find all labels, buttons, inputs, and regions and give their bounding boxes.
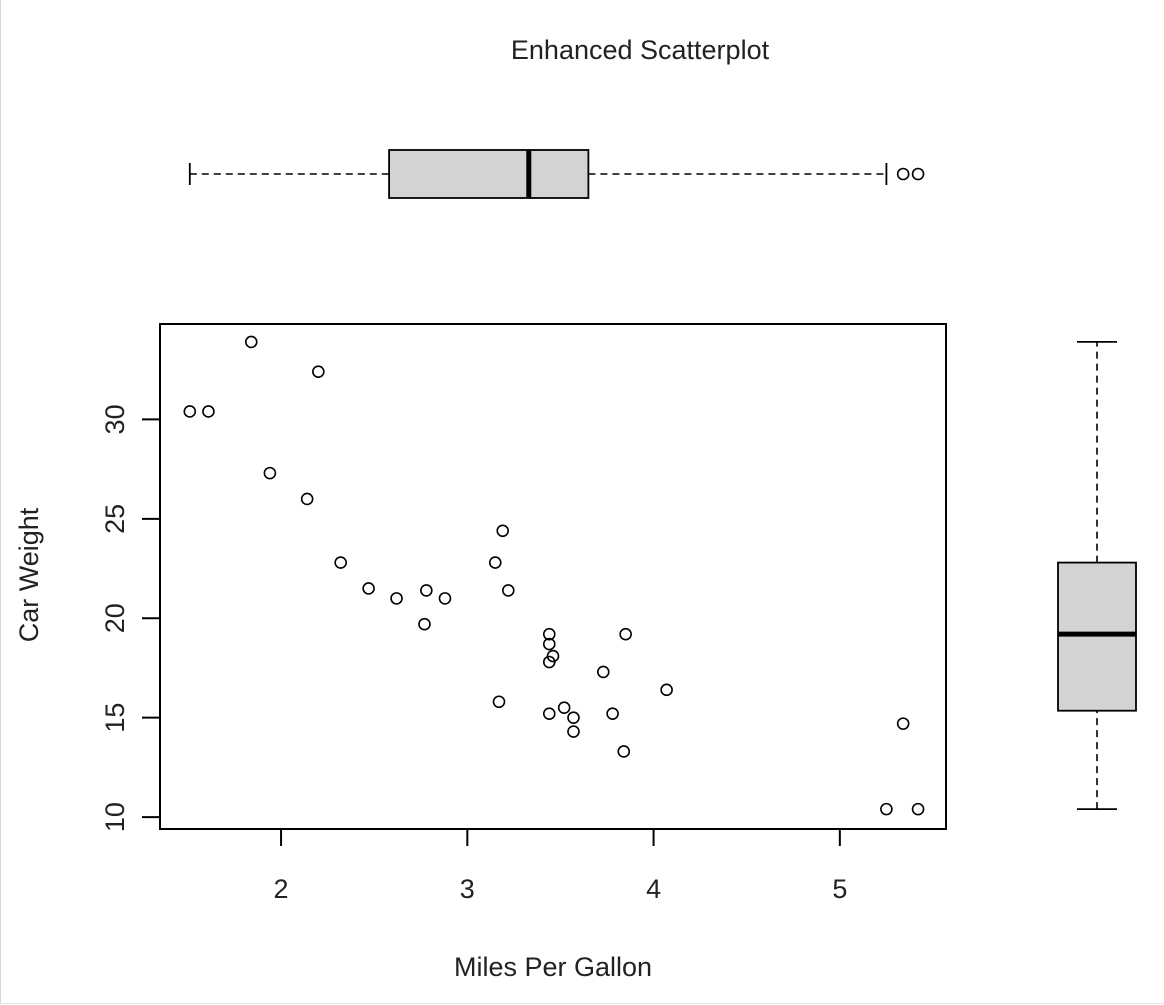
data-point-5	[300, 492, 314, 506]
data-point-13	[488, 556, 502, 569]
data-point-20	[542, 707, 556, 720]
data-point-29	[660, 683, 673, 697]
data-point-16	[501, 584, 515, 597]
chart-title: Enhanced Scatterplot	[511, 35, 770, 65]
plot-area-border	[159, 323, 947, 830]
data-point-22	[557, 701, 571, 715]
y-axis: 10 15 20 25 30	[100, 404, 161, 832]
data-point-12	[438, 592, 452, 605]
x-axis-label: Miles Per Gallon	[454, 952, 652, 982]
data-point-30	[880, 802, 893, 816]
data-point-15	[496, 524, 510, 538]
data-point-25	[596, 665, 610, 679]
x-boxplot-outlier-2	[911, 167, 925, 181]
data-point-1	[183, 405, 197, 418]
x-tick-label-4: 4	[646, 874, 661, 904]
data-point-28	[619, 627, 632, 641]
data-point-26	[606, 707, 619, 720]
data-point-31	[896, 717, 910, 730]
y-tick-label-25: 25	[100, 504, 130, 534]
data-point-7	[334, 556, 347, 569]
data-point-8	[362, 582, 375, 595]
x-boxplot	[188, 149, 925, 199]
data-point-10	[418, 617, 431, 631]
x-boxplot-outlier-1	[896, 167, 910, 181]
data-point-24	[567, 725, 580, 738]
data-point-21	[546, 649, 560, 663]
data-point-17	[542, 627, 556, 641]
data-point-9	[390, 592, 403, 605]
x-boxplot-box	[388, 149, 590, 199]
y-tick-label-15: 15	[100, 703, 130, 733]
data-point-11	[420, 584, 433, 597]
x-tick-label-5: 5	[832, 874, 847, 904]
y-axis-label: Car Weight	[14, 507, 44, 642]
data-point-32	[911, 802, 925, 816]
scatter-points	[183, 335, 925, 816]
y-tick-label-20: 20	[100, 603, 130, 633]
data-point-18	[542, 637, 556, 651]
data-point-6	[312, 365, 325, 379]
x-tick-label-2: 2	[274, 874, 289, 904]
data-point-3	[244, 335, 258, 349]
data-point-14	[492, 695, 506, 709]
data-point-27	[617, 745, 631, 758]
x-tick-label-3: 3	[460, 874, 475, 904]
y-tick-label-10: 10	[100, 802, 130, 832]
y-tick-label-30: 30	[100, 404, 130, 434]
y-boxplot	[1057, 340, 1137, 811]
x-axis: 2 3 4 5	[274, 828, 847, 904]
data-point-2	[202, 405, 215, 418]
data-point-23	[567, 711, 580, 724]
data-point-4	[263, 466, 277, 480]
